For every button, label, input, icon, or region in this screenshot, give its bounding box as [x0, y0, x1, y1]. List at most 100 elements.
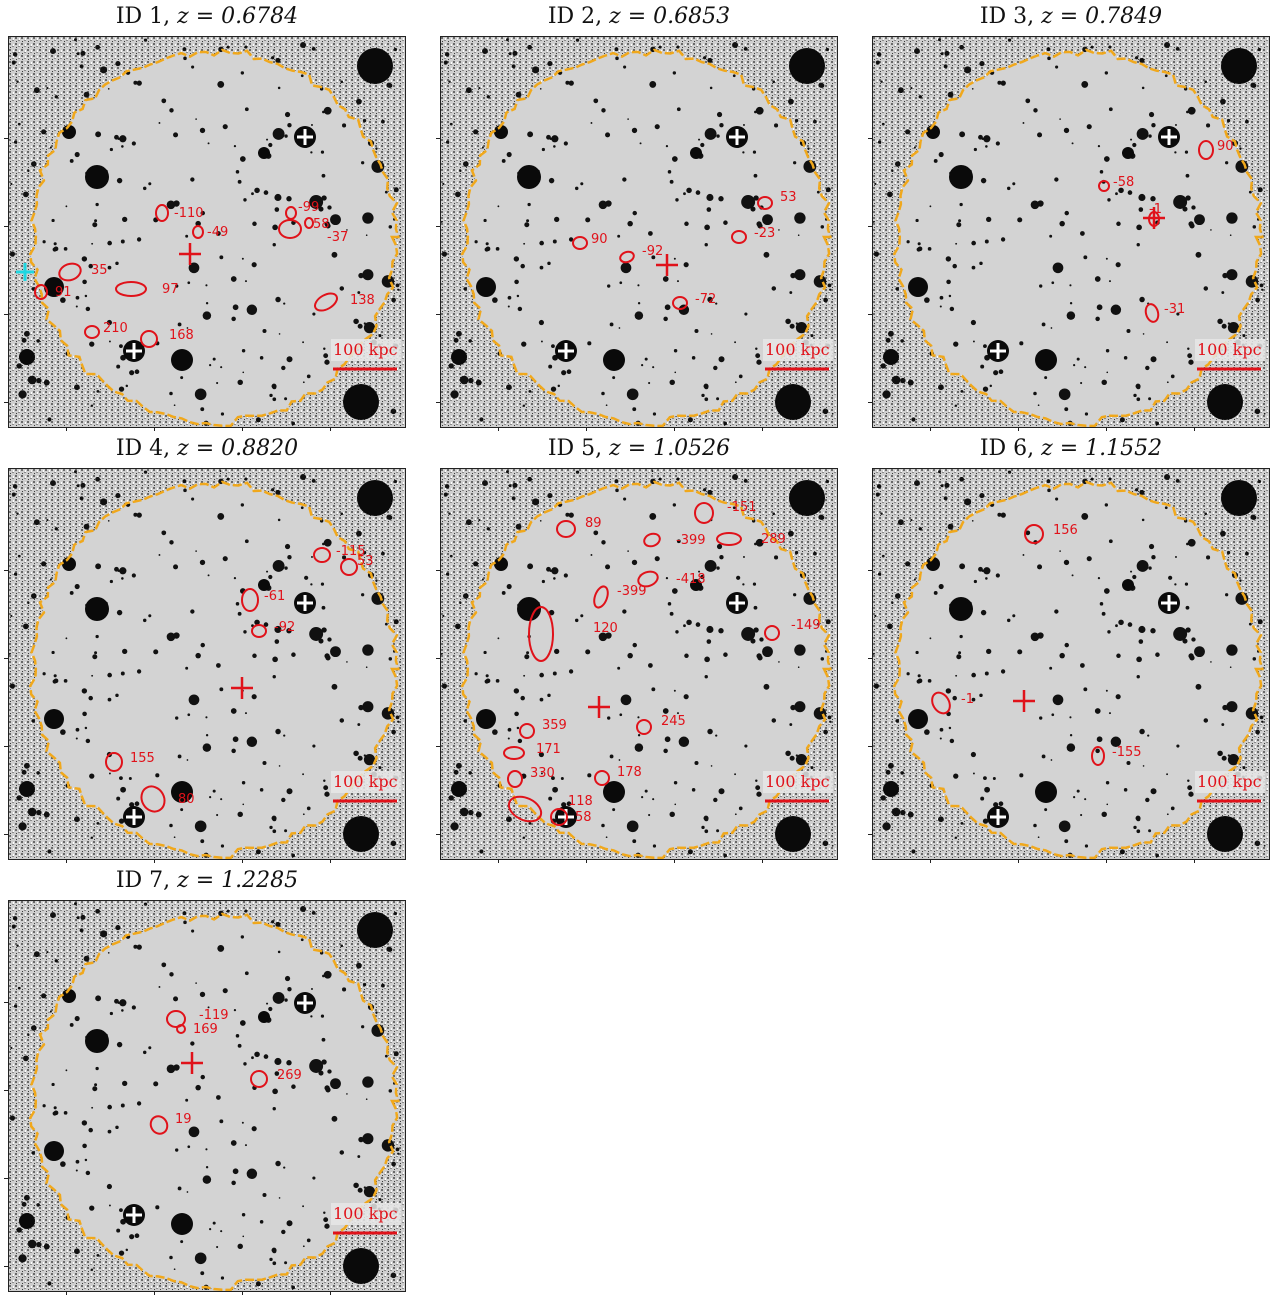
- axis-tick: [242, 427, 243, 431]
- member-galaxy-ellipse: [115, 281, 147, 297]
- axis-tick: [586, 859, 587, 863]
- member-galaxy-ellipse: [105, 752, 123, 772]
- panel-title: ID 3, z = 0.7849: [872, 0, 1270, 34]
- member-galaxy-ellipse: [58, 262, 82, 282]
- aperture-outline: [461, 480, 832, 859]
- member-galaxy-ellipse: [637, 570, 659, 588]
- panel-id-label: ID 7,: [115, 868, 178, 893]
- member-velocity-label: -151: [727, 500, 757, 515]
- sky-image: 53 90 -92 -23 -72 100 kpc: [440, 36, 838, 428]
- member-velocity-label: 289: [761, 532, 786, 547]
- axis-tick: [868, 570, 872, 571]
- member-galaxy-ellipse: [672, 296, 688, 310]
- member-velocity-label: 168: [169, 328, 194, 343]
- axis-tick: [4, 226, 8, 227]
- axis-tick: [1018, 427, 1019, 431]
- bcg-cross-icon: [126, 343, 142, 359]
- axis-tick: [436, 138, 440, 139]
- member-galaxy-ellipse: [619, 250, 635, 264]
- member-velocity-label: 171: [536, 742, 561, 757]
- axis-tick: [242, 859, 243, 863]
- axis-tick: [66, 1291, 67, 1295]
- member-velocity-label: 156: [1053, 523, 1078, 538]
- member-galaxy-ellipse: [1091, 746, 1105, 766]
- member-velocity-label: -31: [1164, 302, 1185, 317]
- member-velocity-label: -418: [676, 572, 706, 587]
- member-velocity-label: 97: [162, 282, 179, 297]
- scale-bar: 100 kpc: [331, 1203, 401, 1235]
- member-galaxy-ellipse: [528, 606, 554, 662]
- axis-tick: [1018, 859, 1019, 863]
- member-velocity-label: -399: [676, 533, 706, 548]
- member-velocity-label: -399: [617, 584, 647, 599]
- scale-bar-label: 100 kpc: [1197, 340, 1262, 359]
- axis-tick: [436, 314, 440, 315]
- member-velocity-label: 120: [593, 621, 618, 636]
- member-galaxy-ellipse: [556, 520, 576, 538]
- member-velocity-label: 155: [130, 751, 155, 766]
- member-velocity-label: 19: [175, 1112, 192, 1127]
- member-galaxy-ellipse: [1144, 303, 1160, 323]
- star-field: [441, 470, 834, 858]
- scale-bar: 100 kpc: [763, 771, 833, 803]
- panel-redshift-label: z = 1.0526: [609, 436, 731, 461]
- member-velocity-label: 58: [575, 810, 592, 825]
- bcg-cross-icon: [126, 1207, 142, 1223]
- member-velocity-label: 53: [780, 190, 797, 205]
- aperture-outline: [29, 48, 400, 427]
- member-galaxy-ellipse: [1024, 524, 1044, 544]
- member-velocity-label: 58: [313, 217, 330, 232]
- cluster-center-cross-icon: [231, 677, 253, 699]
- axis-tick: [498, 427, 499, 431]
- axis-tick: [436, 834, 440, 835]
- axis-tick: [4, 1090, 8, 1091]
- axis-tick: [762, 427, 763, 431]
- cluster-center-cross-icon: [656, 254, 678, 276]
- scale-bar-label: 100 kpc: [765, 340, 830, 359]
- member-galaxy-ellipse: [1148, 211, 1160, 227]
- member-galaxy-ellipse: [250, 1070, 268, 1088]
- member-velocity-label: -37: [327, 230, 348, 245]
- bcg-cross-icon: [126, 809, 142, 825]
- bcg-cross-icon: [1161, 595, 1177, 611]
- member-galaxy-ellipse: [550, 808, 568, 826]
- panel-redshift-label: z = 0.6784: [177, 4, 299, 29]
- member-galaxy-ellipse: [314, 292, 338, 312]
- member-velocity-label: -1: [1149, 202, 1162, 217]
- member-velocity-label: 138: [350, 293, 375, 308]
- scale-bar-label: 100 kpc: [333, 340, 398, 359]
- cluster-panel: ID 5, z = 1.0526 89 -151 -399 289 -418 -399 120…: [436, 432, 838, 864]
- member-velocity-label: 210: [103, 321, 128, 336]
- panel-redshift-label: z = 1.1552: [1041, 436, 1163, 461]
- member-galaxy-ellipse: [340, 558, 358, 576]
- cluster-panel: ID 3, z = 0.7849 90 -58 -1 -31 100 kpc: [868, 0, 1270, 432]
- axis-tick: [868, 834, 872, 835]
- scale-bar-label: 100 kpc: [333, 1204, 398, 1223]
- axis-tick: [868, 746, 872, 747]
- aperture-outline: [29, 912, 400, 1291]
- member-velocity-label: -92: [274, 620, 295, 635]
- axis-tick: [930, 859, 931, 863]
- cluster-center-cross-icon: [588, 696, 610, 718]
- member-velocity-label: 80: [178, 792, 195, 807]
- scale-bar: 100 kpc: [331, 339, 401, 371]
- axis-tick: [868, 402, 872, 403]
- bcg-cross-icon: [990, 809, 1006, 825]
- member-galaxy-ellipse: [278, 219, 302, 239]
- member-galaxy-ellipse: [931, 691, 951, 715]
- axis-tick: [436, 746, 440, 747]
- bcg-cross-icon: [297, 595, 313, 611]
- member-galaxy-ellipse: [285, 206, 297, 220]
- panel-title: ID 6, z = 1.1552: [872, 432, 1270, 466]
- axis-tick: [4, 402, 8, 403]
- sky-image-svg: 89 -151 -399 289 -418 -399 120 -149 359 245 171 330…: [441, 469, 837, 859]
- member-galaxy-ellipse: [176, 1024, 186, 1034]
- axis-tick: [154, 1291, 155, 1295]
- bcg-cross-icon: [729, 129, 745, 145]
- sky-image: -119 169 269 19 100 kpc: [8, 900, 406, 1292]
- axis-tick: [930, 427, 931, 431]
- sky-image: -115 53 -61 -92 155 80 100 kpc: [8, 468, 406, 860]
- member-velocity-label: 245: [661, 714, 686, 729]
- scale-bar: 100 kpc: [331, 771, 401, 803]
